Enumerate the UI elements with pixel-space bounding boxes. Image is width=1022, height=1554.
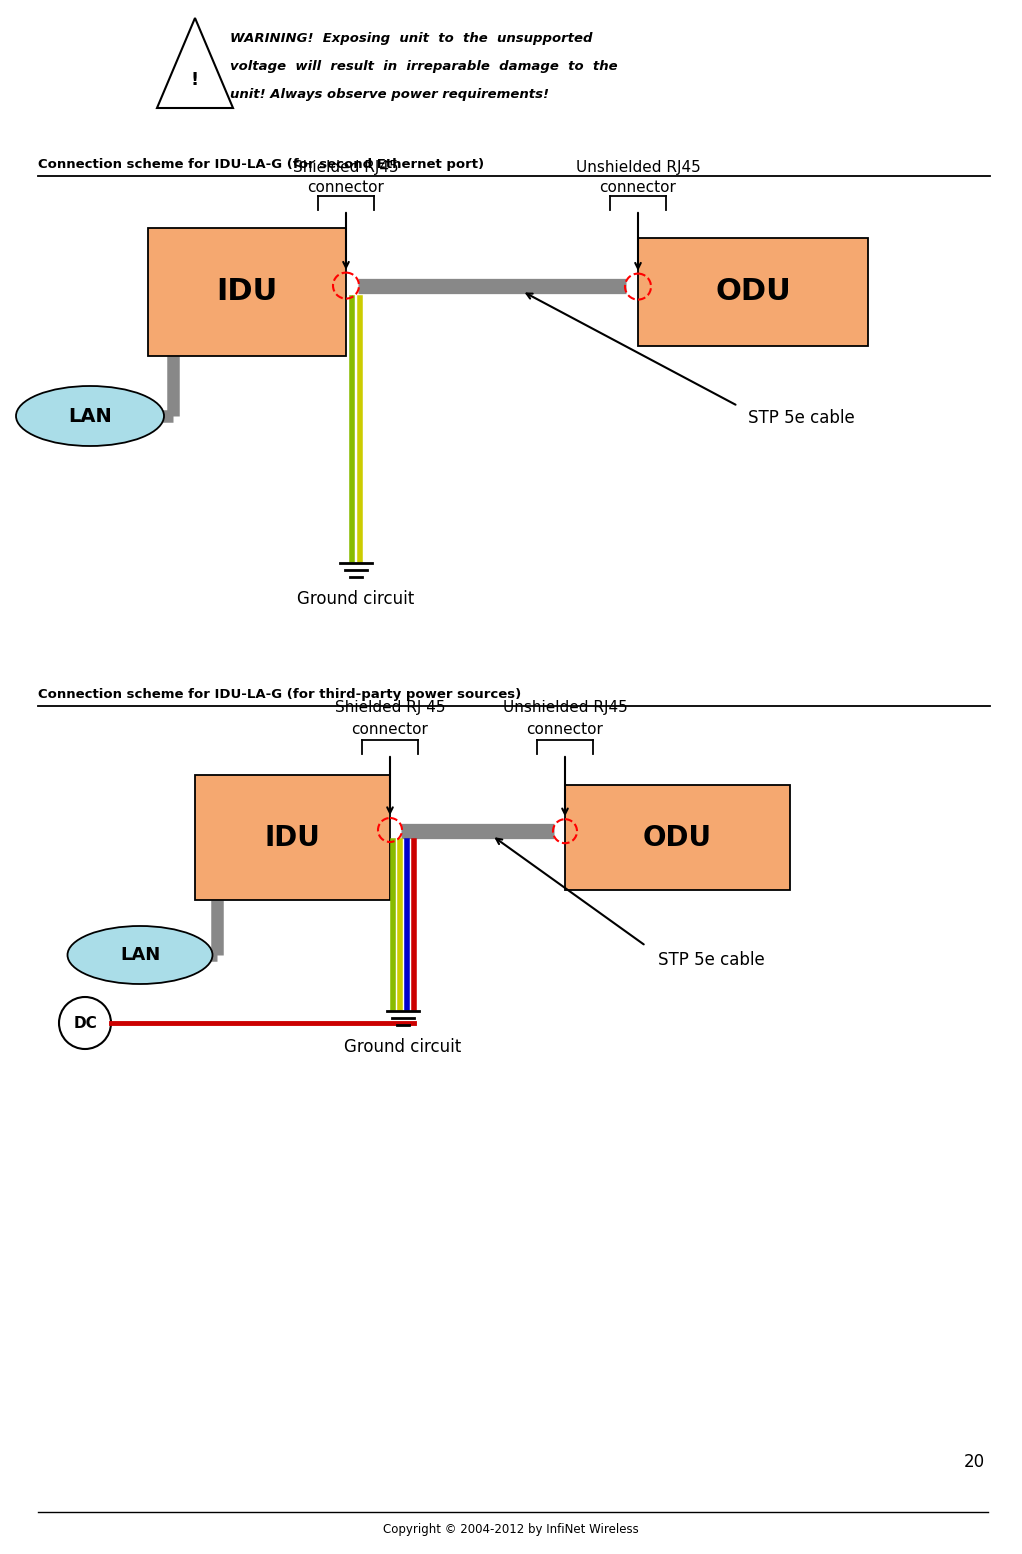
Text: Copyright © 2004-2012 by InfiNet Wireless: Copyright © 2004-2012 by InfiNet Wireles…	[383, 1523, 639, 1537]
Text: Ground circuit: Ground circuit	[297, 591, 415, 608]
Text: IDU: IDU	[265, 824, 320, 852]
Text: 20: 20	[964, 1453, 985, 1472]
Bar	[148, 228, 346, 356]
Text: LAN: LAN	[120, 946, 160, 963]
Text: WARINING!  Exposing  unit  to  the  unsupported: WARINING! Exposing unit to the unsupport…	[230, 33, 593, 45]
Ellipse shape	[67, 926, 213, 984]
Text: Ground circuit: Ground circuit	[344, 1038, 462, 1057]
Text: ODU: ODU	[715, 278, 791, 306]
Text: Shielded RJ 45: Shielded RJ 45	[335, 699, 446, 715]
Text: ODU: ODU	[643, 824, 712, 852]
Text: !: !	[191, 71, 199, 89]
Text: STP 5e cable: STP 5e cable	[748, 409, 854, 427]
Text: STP 5e cable: STP 5e cable	[658, 951, 764, 970]
Text: connector: connector	[526, 723, 603, 737]
Bar	[565, 785, 790, 890]
Text: LAN: LAN	[68, 407, 111, 426]
Text: DC: DC	[74, 1015, 97, 1030]
Text: voltage  will  result  in  irreparable  damage  to  the: voltage will result in irreparable damag…	[230, 61, 617, 73]
Text: Unshielded RJ45: Unshielded RJ45	[575, 160, 700, 176]
Text: Shielded RJ45: Shielded RJ45	[293, 160, 399, 176]
Polygon shape	[157, 19, 233, 107]
Text: Connection scheme for IDU-LA-G (for second Ethernet port): Connection scheme for IDU-LA-G (for seco…	[38, 159, 484, 171]
Text: connector: connector	[308, 180, 384, 194]
Text: IDU: IDU	[217, 278, 278, 306]
Text: connector: connector	[352, 723, 428, 737]
Text: connector: connector	[600, 180, 677, 194]
Text: unit! Always observe power requirements!: unit! Always observe power requirements!	[230, 89, 549, 101]
Text: Connection scheme for IDU-LA-G (for third-party power sources): Connection scheme for IDU-LA-G (for thir…	[38, 688, 521, 701]
Bar	[638, 238, 868, 347]
Text: Unshielded RJ45: Unshielded RJ45	[503, 699, 628, 715]
Circle shape	[59, 998, 111, 1049]
Ellipse shape	[16, 385, 164, 446]
Bar	[195, 775, 390, 900]
